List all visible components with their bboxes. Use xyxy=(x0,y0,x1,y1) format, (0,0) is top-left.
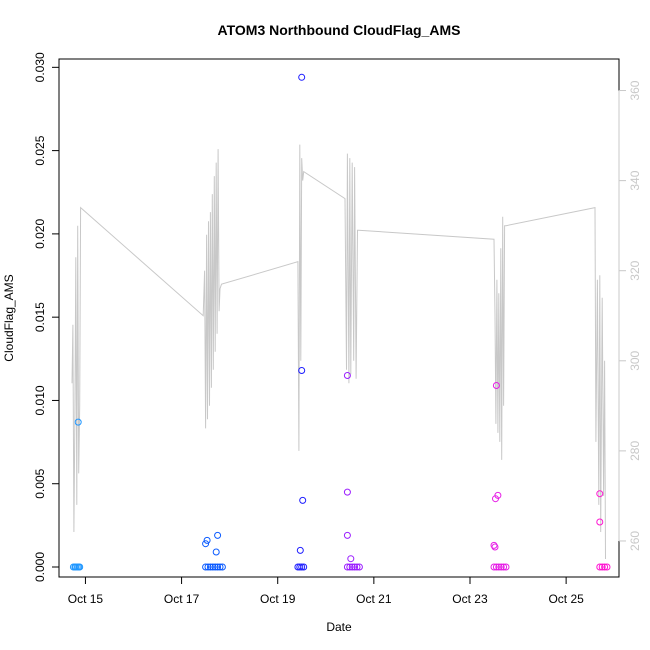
data-point-53 xyxy=(603,563,611,571)
right-tick-label: 340 xyxy=(628,170,642,190)
data-point-51 xyxy=(598,563,606,571)
right-tick-label: 360 xyxy=(628,80,642,100)
data-point-41 xyxy=(491,543,499,551)
right-tick-label: 260 xyxy=(628,531,642,551)
right-tick-label: 280 xyxy=(628,441,642,461)
data-point-26 xyxy=(300,563,308,571)
data-point-50 xyxy=(596,563,604,571)
y-tick-label: 0.010 xyxy=(33,385,47,415)
y-tick-label: 0.030 xyxy=(33,52,47,82)
data-point-19 xyxy=(298,73,306,81)
y-axis: 0.000 0.005 0.010 0.015 0.020 0.025 0.030 xyxy=(33,52,60,582)
data-point-10 xyxy=(212,548,220,556)
data-point-12 xyxy=(204,563,212,571)
data-point-34 xyxy=(351,563,359,571)
x-tick-label: Oct 15 xyxy=(68,592,104,606)
data-point-25 xyxy=(298,563,306,571)
data-point-20 xyxy=(298,367,306,374)
x-tick-label: Oct 19 xyxy=(260,592,296,606)
y-tick-label: 0.015 xyxy=(33,302,47,332)
data-point-15 xyxy=(211,563,219,571)
data-point-46 xyxy=(500,563,508,571)
x-axis: Oct 15 Oct 17 Oct 19 Oct 21 Oct 23 Oct 25 xyxy=(68,576,584,606)
data-point-8 xyxy=(203,536,211,544)
data-point-29 xyxy=(343,531,351,539)
data-point-22 xyxy=(296,546,304,554)
data-point-13 xyxy=(206,563,214,571)
y-tick-label: 0.000 xyxy=(33,552,47,582)
x-tick-label: Oct 23 xyxy=(452,592,488,606)
data-point-37 xyxy=(492,382,500,389)
data-point-28 xyxy=(343,488,351,496)
data-point-52 xyxy=(601,563,609,571)
right-axis-line-series xyxy=(71,144,606,560)
chart-title: ATOM3 Northbound CloudFlag_AMS xyxy=(218,22,461,38)
data-point-31 xyxy=(343,563,351,571)
plot-frame xyxy=(58,58,620,578)
right-axis: 260 280 300 320 340 360 xyxy=(618,80,642,551)
data-point-17 xyxy=(216,563,224,571)
data-point-9 xyxy=(214,531,222,539)
right-tick-label: 300 xyxy=(628,350,642,370)
data-point-40 xyxy=(490,541,498,549)
points-series xyxy=(69,73,611,571)
data-point-45 xyxy=(497,563,505,571)
data-point-27 xyxy=(343,372,351,379)
line-series xyxy=(71,144,606,560)
data-point-44 xyxy=(495,563,503,571)
data-point-7 xyxy=(202,540,210,548)
y-axis-label: CloudFlag_AMS xyxy=(2,274,16,361)
data-point-47 xyxy=(502,563,510,571)
x-axis-label: Date xyxy=(326,620,352,634)
x-tick-label: Oct 17 xyxy=(164,592,200,606)
y-tick-label: 0.020 xyxy=(33,219,47,249)
data-point-48 xyxy=(596,490,604,498)
data-point-42 xyxy=(490,563,498,571)
data-point-36 xyxy=(355,563,363,571)
data-point-49 xyxy=(596,518,604,526)
data-point-43 xyxy=(492,563,500,571)
y-tick-label: 0.005 xyxy=(33,468,47,498)
right-tick-label: 320 xyxy=(628,260,642,280)
y-tick-label: 0.025 xyxy=(33,135,47,165)
data-point-39 xyxy=(492,495,499,503)
data-point-6 xyxy=(76,563,84,571)
data-point-14 xyxy=(209,563,217,571)
data-point-33 xyxy=(348,563,356,571)
x-tick-label: Oct 25 xyxy=(548,592,584,606)
data-point-35 xyxy=(353,563,361,571)
data-point-30 xyxy=(347,555,355,563)
data-point-11 xyxy=(202,563,210,571)
data-point-24 xyxy=(296,563,304,571)
data-point-32 xyxy=(346,563,354,571)
data-point-16 xyxy=(214,563,222,571)
data-point-18 xyxy=(218,563,226,571)
data-point-0 xyxy=(74,418,82,426)
data-point-21 xyxy=(299,496,307,504)
x-tick-label: Oct 21 xyxy=(356,592,392,606)
